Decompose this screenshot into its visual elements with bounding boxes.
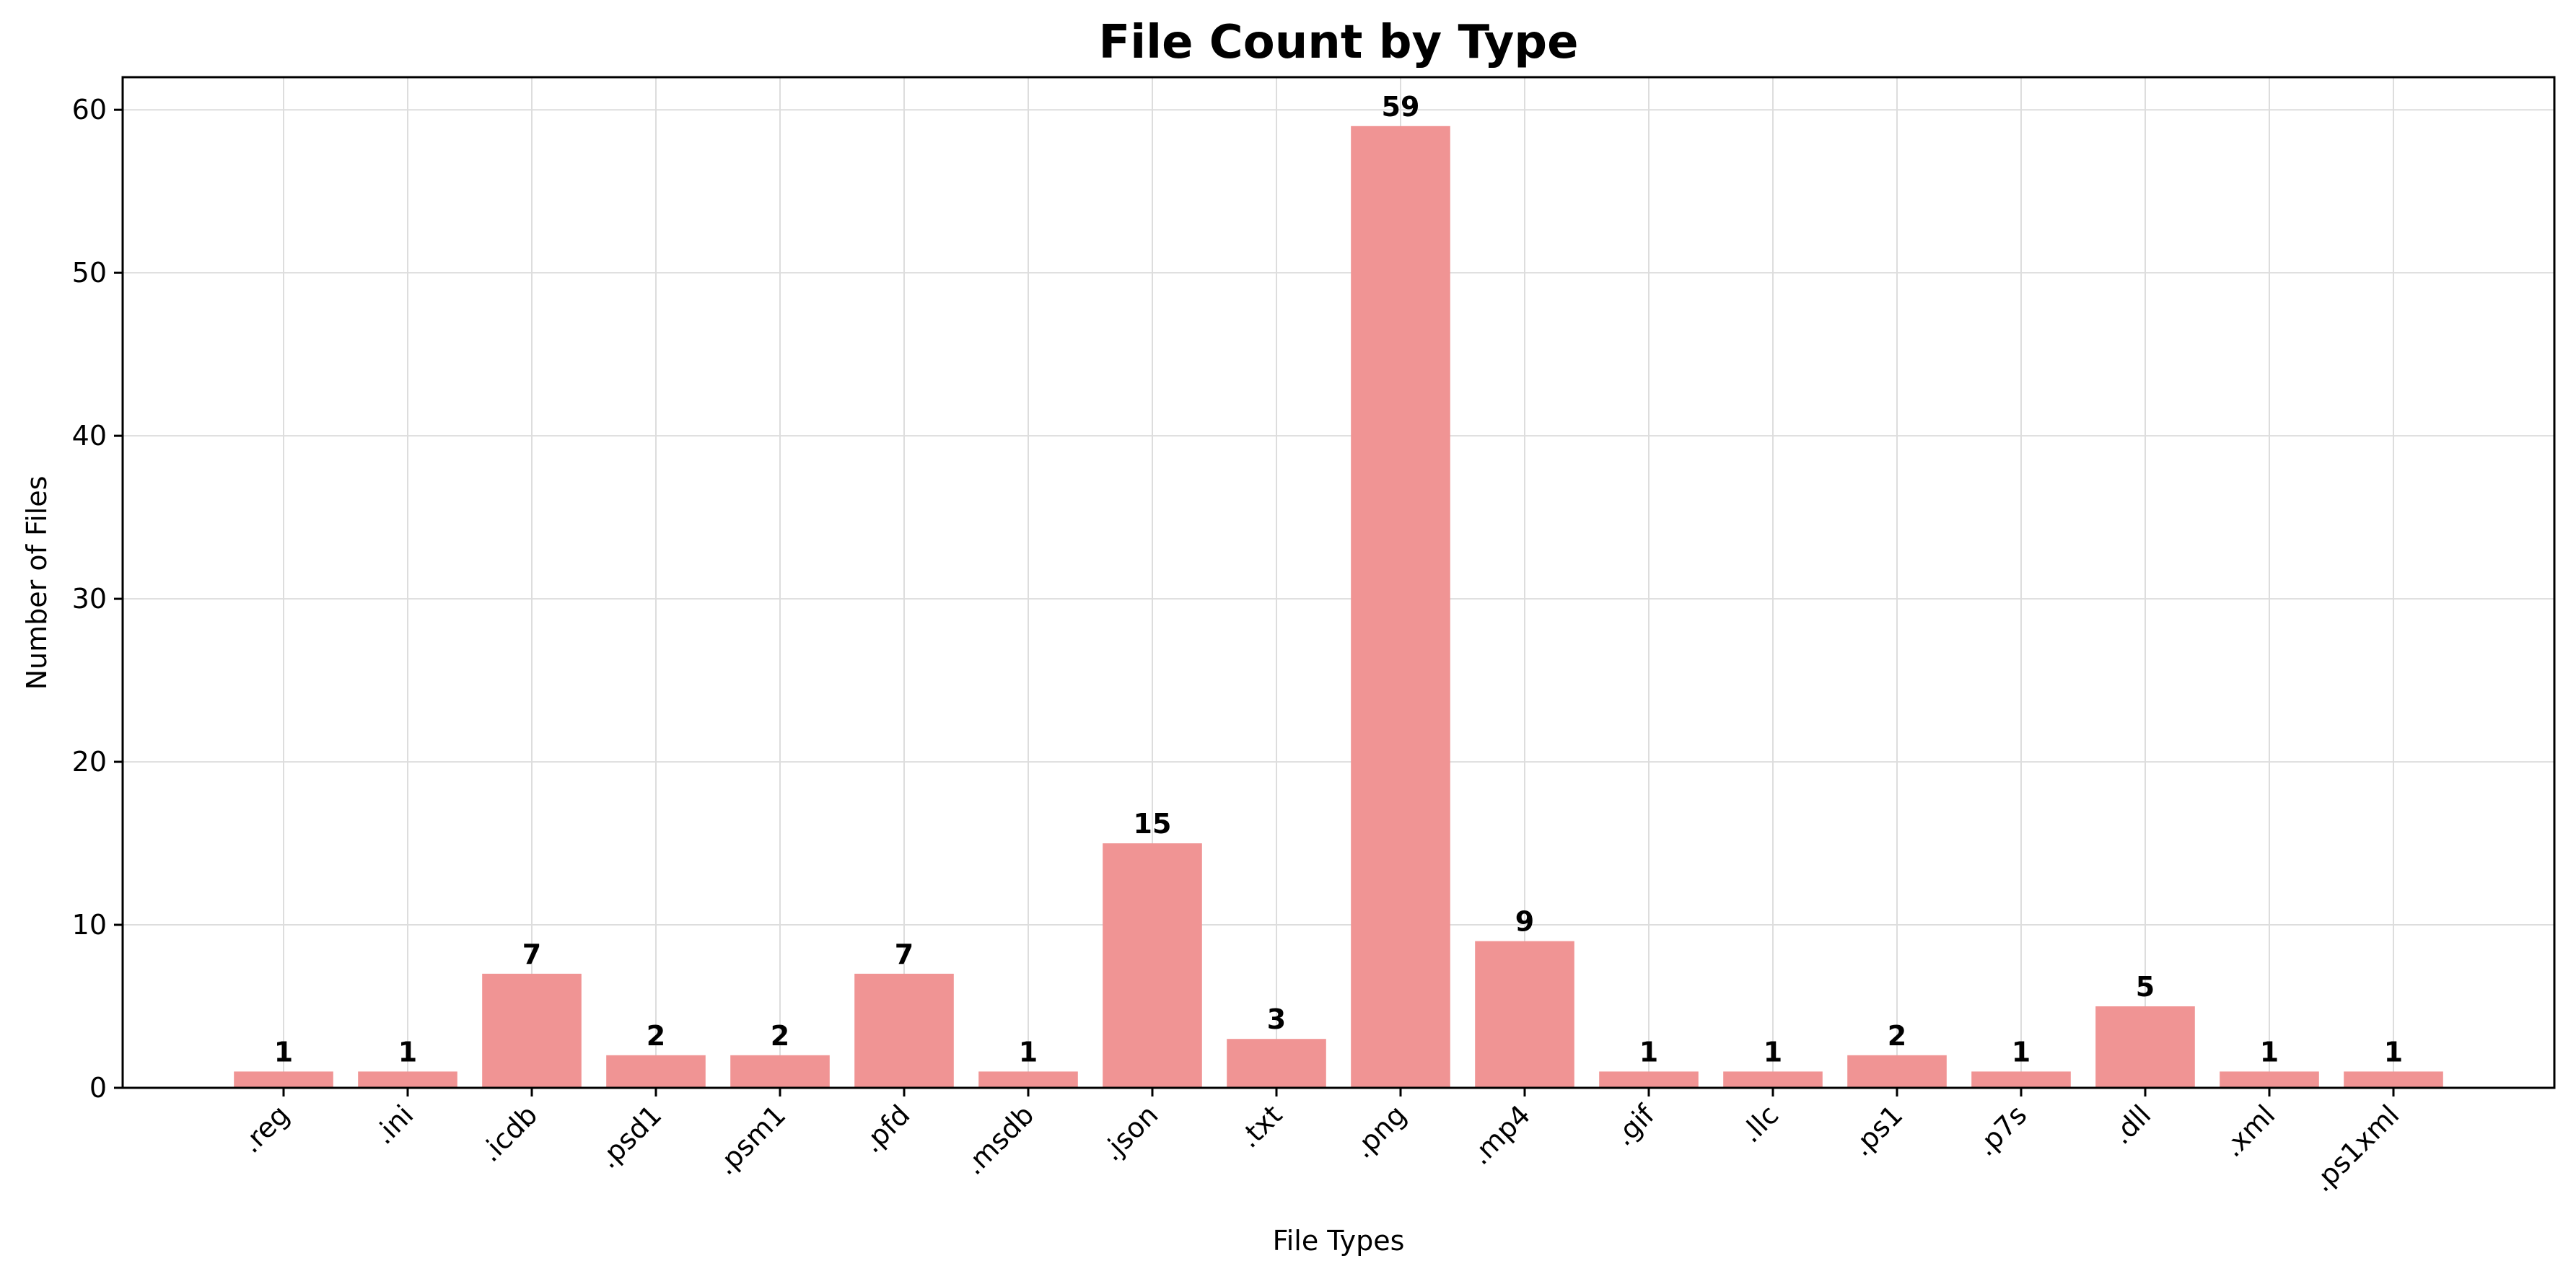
x-axis-label: File Types bbox=[1273, 1225, 1405, 1257]
bar-value-label: 1 bbox=[1764, 1036, 1782, 1068]
x-tick-label: .reg bbox=[235, 1099, 296, 1159]
bar bbox=[482, 973, 582, 1088]
bars-layer bbox=[234, 126, 2443, 1089]
x-tick-label: .llc bbox=[1735, 1099, 1784, 1148]
bar-value-label: 1 bbox=[2012, 1036, 2030, 1068]
bar bbox=[2095, 1006, 2195, 1088]
bar-value-label: 1 bbox=[1019, 1036, 1038, 1068]
bar bbox=[1847, 1055, 1947, 1088]
bar-value-label: 7 bbox=[522, 939, 541, 970]
x-tick-label: .txt bbox=[1233, 1099, 1289, 1154]
bar bbox=[1227, 1039, 1326, 1088]
bar bbox=[854, 973, 954, 1088]
bar bbox=[234, 1071, 333, 1088]
bar-value-label: 2 bbox=[647, 1020, 665, 1052]
bar bbox=[2344, 1071, 2443, 1088]
bar-value-label: 1 bbox=[398, 1036, 417, 1068]
x-tick-label: .psd1 bbox=[592, 1099, 668, 1174]
bar-value-label: 1 bbox=[2384, 1036, 2403, 1068]
bar bbox=[730, 1055, 830, 1088]
bar bbox=[1351, 126, 1450, 1089]
x-tick-label: .psm1 bbox=[709, 1099, 792, 1181]
plot-frame bbox=[121, 76, 2556, 1089]
bar-value-label: 2 bbox=[1888, 1020, 1906, 1052]
y-tick-label: 30 bbox=[72, 583, 107, 615]
x-tick-label: .pfd bbox=[856, 1099, 916, 1159]
x-tick-label: .ps1 bbox=[1846, 1099, 1909, 1162]
y-tick-label: 20 bbox=[72, 746, 107, 778]
x-tick-label: .json bbox=[1096, 1099, 1165, 1167]
x-tick-label: .p7s bbox=[1970, 1099, 2033, 1162]
bar bbox=[2220, 1071, 2319, 1088]
bar bbox=[1723, 1071, 1823, 1088]
y-axis-label: Number of Files bbox=[21, 476, 53, 690]
x-tick-label: .icdb bbox=[474, 1099, 543, 1168]
bar bbox=[1599, 1071, 1699, 1088]
x-tick-label: .ini bbox=[368, 1099, 420, 1151]
bar-value-label: 1 bbox=[274, 1036, 293, 1068]
ticks-layer: 0 10 20 30 40 50 60 .reg .ini .icdb .psd1 .psm1 .pfd… bbox=[72, 94, 2406, 1197]
x-tick-label: .mp4 bbox=[1464, 1099, 1536, 1171]
bar bbox=[606, 1055, 706, 1088]
x-tick-label: .dll bbox=[2106, 1099, 2157, 1151]
bar-value-label: 9 bbox=[1515, 906, 1534, 938]
bar bbox=[1103, 843, 1202, 1088]
bar bbox=[1475, 941, 1574, 1088]
bar-value-label: 5 bbox=[2136, 971, 2155, 1003]
x-tick-label: .ps1xml bbox=[2306, 1099, 2405, 1197]
bar-value-label: 59 bbox=[1382, 91, 1420, 123]
chart-title: File Count by Type bbox=[1098, 16, 1578, 69]
y-tick-label: 50 bbox=[72, 257, 107, 289]
bar bbox=[1971, 1071, 2071, 1088]
bar bbox=[358, 1071, 457, 1088]
x-tick-label: .msdb bbox=[958, 1099, 1040, 1181]
bar bbox=[978, 1071, 1078, 1088]
y-tick-label: 10 bbox=[72, 909, 107, 941]
bar-value-label: 15 bbox=[1134, 808, 1172, 840]
bar-value-label: 2 bbox=[771, 1020, 789, 1052]
bar-value-label: 1 bbox=[1639, 1036, 1658, 1068]
x-tick-label: .png bbox=[1347, 1099, 1413, 1164]
x-tick-label: .xml bbox=[2217, 1099, 2281, 1163]
bar-value-label: 1 bbox=[2260, 1036, 2279, 1068]
bar-value-label: 3 bbox=[1267, 1003, 1286, 1035]
y-tick-label: 60 bbox=[72, 94, 107, 126]
y-tick-label: 40 bbox=[72, 420, 107, 452]
grid-layer bbox=[123, 77, 2554, 1089]
bar-value-label: 7 bbox=[895, 939, 914, 970]
x-tick-label: .gif bbox=[1608, 1098, 1662, 1152]
y-tick-label: 0 bbox=[89, 1072, 107, 1104]
